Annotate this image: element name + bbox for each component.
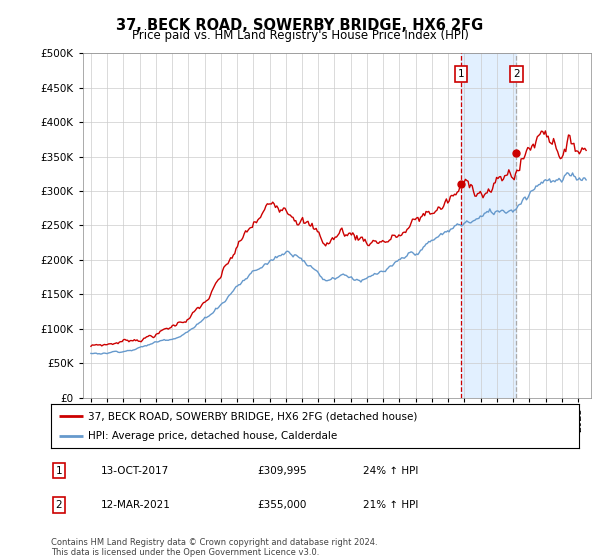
Text: 1: 1 [458,69,464,79]
Text: £309,995: £309,995 [257,465,307,475]
Text: 37, BECK ROAD, SOWERBY BRIDGE, HX6 2FG (detached house): 37, BECK ROAD, SOWERBY BRIDGE, HX6 2FG (… [88,411,418,421]
Text: 24% ↑ HPI: 24% ↑ HPI [362,465,418,475]
Text: £355,000: £355,000 [257,500,306,510]
Text: 1: 1 [56,465,62,475]
Text: 2: 2 [56,500,62,510]
Text: 13-OCT-2017: 13-OCT-2017 [101,465,169,475]
Text: 12-MAR-2021: 12-MAR-2021 [101,500,171,510]
Text: 2: 2 [513,69,520,79]
Text: 21% ↑ HPI: 21% ↑ HPI [362,500,418,510]
Bar [461,53,516,398]
Text: Price paid vs. HM Land Registry's House Price Index (HPI): Price paid vs. HM Land Registry's House … [131,29,469,42]
Text: HPI: Average price, detached house, Calderdale: HPI: Average price, detached house, Cald… [88,431,337,441]
Text: Contains HM Land Registry data © Crown copyright and database right 2024.
This d: Contains HM Land Registry data © Crown c… [51,538,377,557]
Text: 37, BECK ROAD, SOWERBY BRIDGE, HX6 2FG: 37, BECK ROAD, SOWERBY BRIDGE, HX6 2FG [116,18,484,33]
